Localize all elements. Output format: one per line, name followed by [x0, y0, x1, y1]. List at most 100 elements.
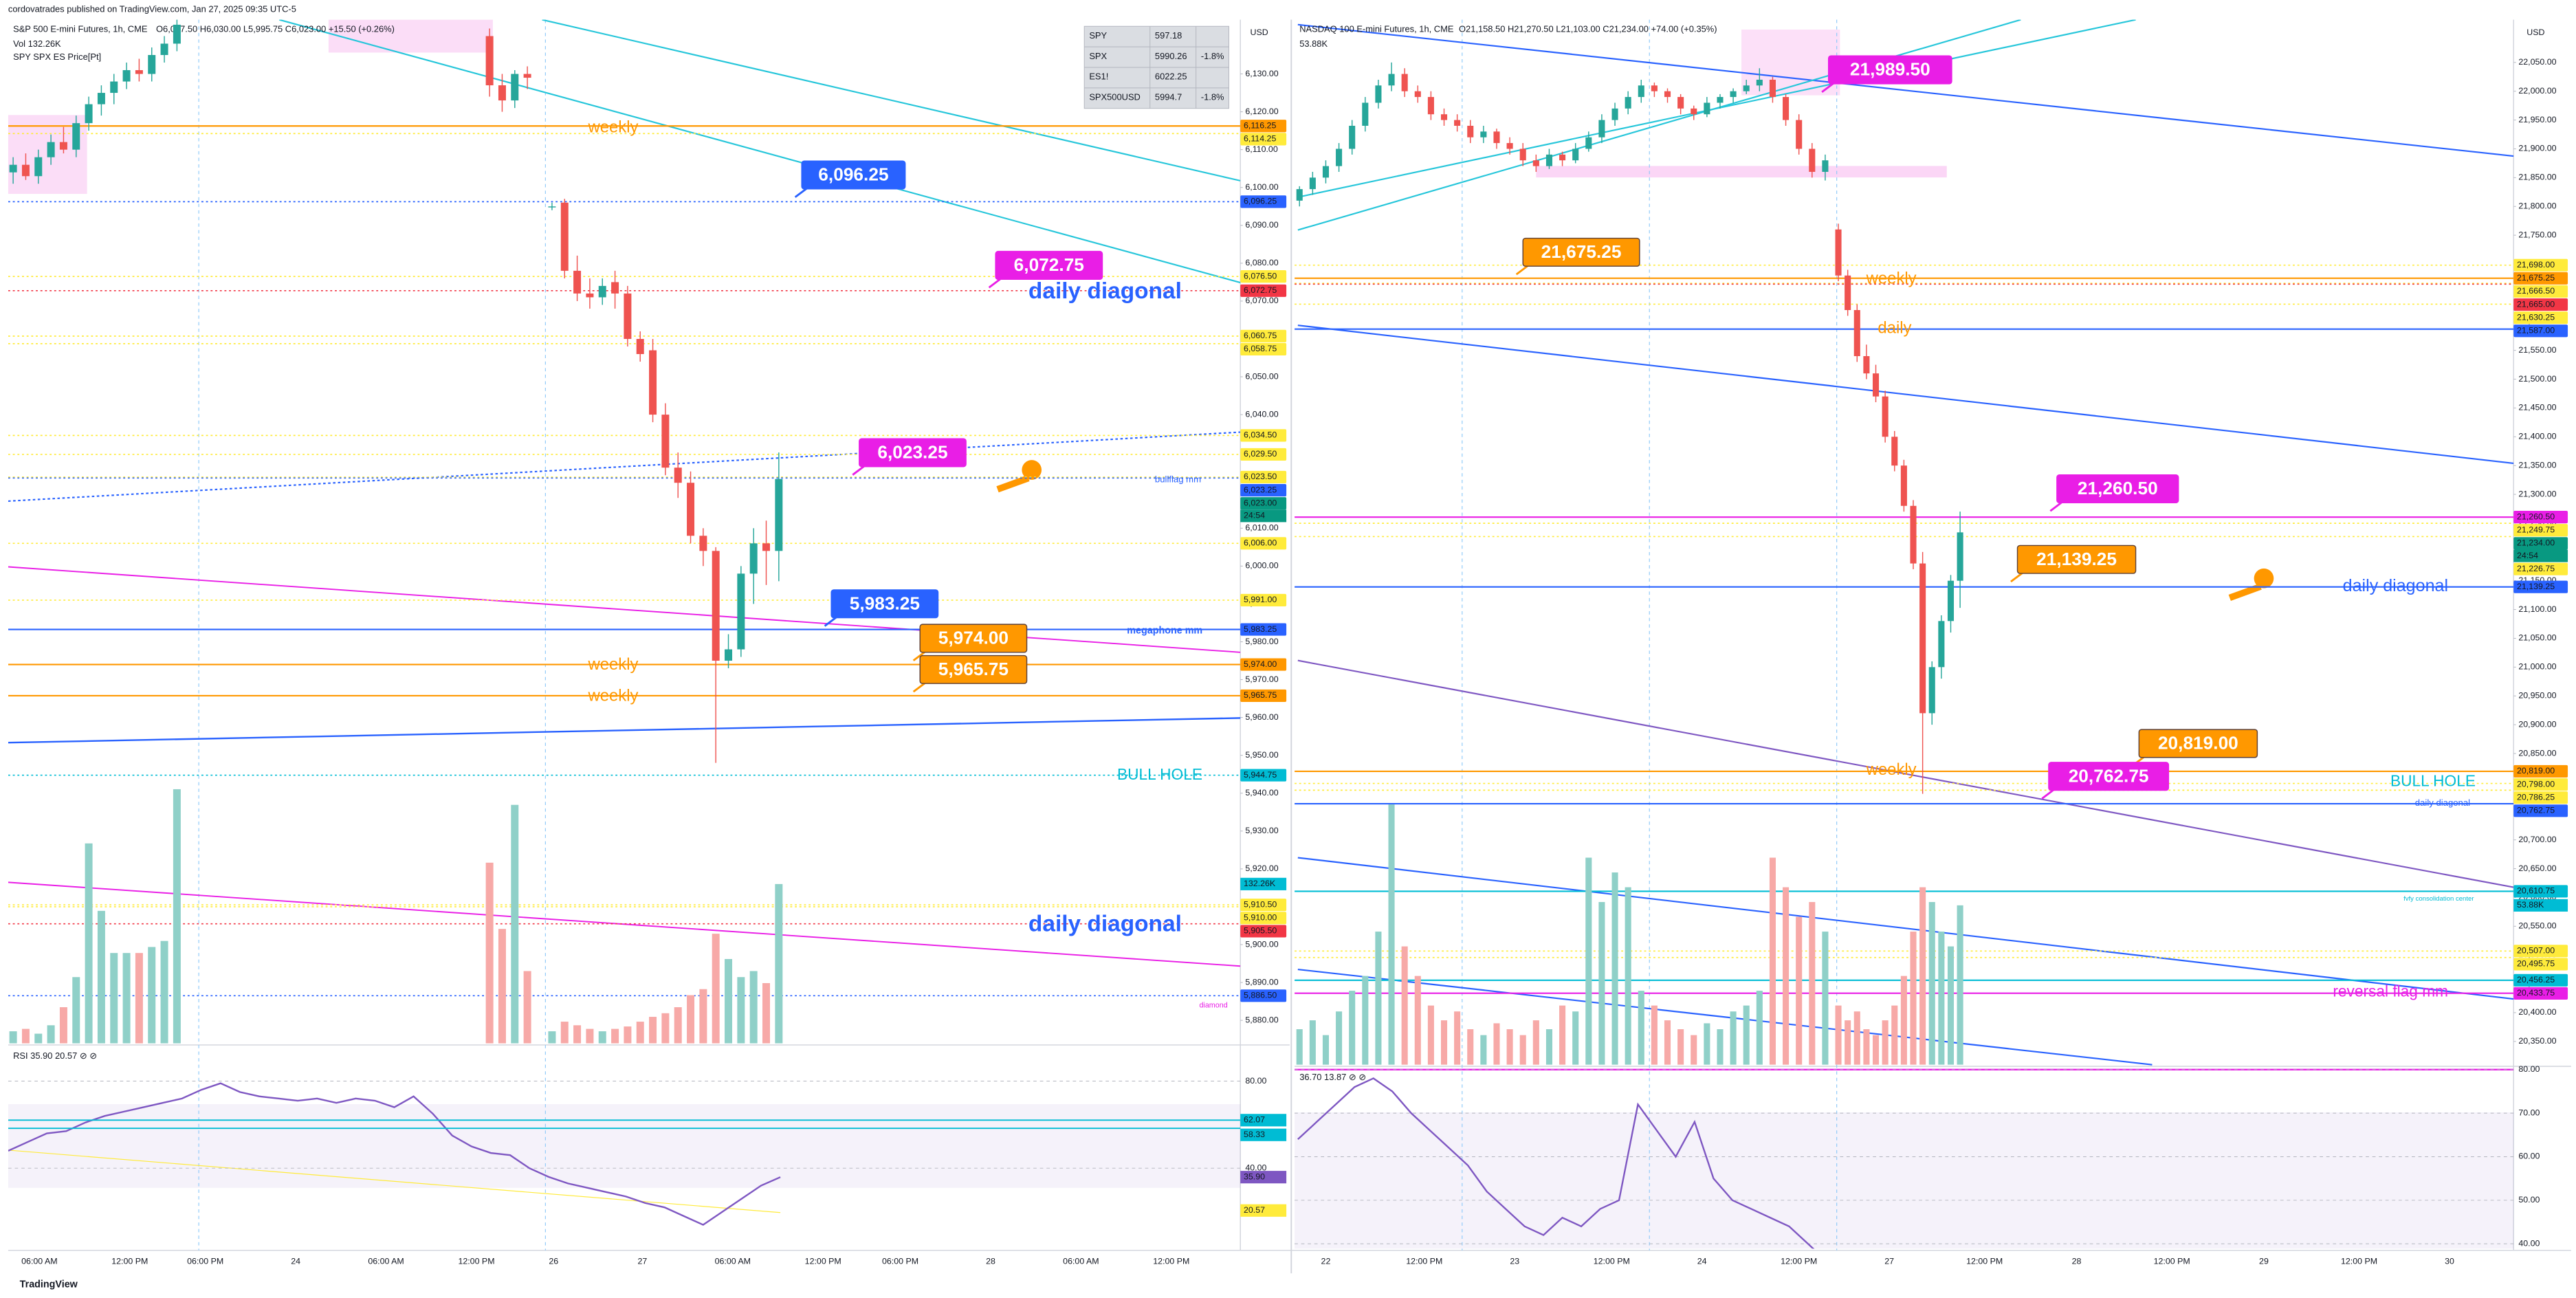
callout-label: 6,023.25 — [877, 442, 947, 463]
table-symbol: SPX500USD — [1089, 92, 1141, 102]
candle-body — [1743, 85, 1750, 91]
x-tick-label: 06:00 AM — [715, 1257, 751, 1266]
x-tick-label: 24 — [1697, 1257, 1707, 1266]
price-axis-label: 21,698.00 — [2517, 260, 2555, 270]
volume-bar — [699, 989, 707, 1044]
volume-bar — [548, 1031, 556, 1044]
volume-bar — [9, 1031, 17, 1044]
volume-bar — [1957, 905, 1963, 1065]
volume-bar — [485, 862, 494, 1044]
price-axis-box — [2513, 945, 2568, 958]
price-axis-label: 21,260.50 — [2517, 512, 2555, 521]
candle-body — [1769, 79, 1776, 98]
annotation: daily diagonal — [2415, 798, 2470, 808]
rsi-axis-label: 58.33 — [1244, 1130, 1265, 1139]
callout-box — [2016, 544, 2137, 574]
annotation: daily — [1878, 318, 1911, 337]
candle-body — [1691, 108, 1697, 115]
price-axis-label: 6,072.75 — [1244, 285, 1277, 295]
price-axis-label: 21,666.50 — [2517, 286, 2555, 296]
rsi-tick-label: 40.00 — [1245, 1163, 1266, 1172]
rsi-line — [8, 1082, 781, 1226]
y-tick-label: 6,110.00 — [1245, 144, 1277, 154]
annotation: fvfy consolidation center — [2403, 895, 2474, 903]
callout-label: 6,096.25 — [818, 164, 888, 185]
candle-body — [775, 478, 783, 551]
volume-bar — [1872, 1035, 1880, 1065]
candle-body — [1585, 137, 1592, 149]
table-price: 5994.7 — [1155, 92, 1182, 102]
candle-body — [1545, 154, 1552, 166]
price-axis-box — [2513, 298, 2568, 311]
volume-legend: Vol 132.26K — [13, 38, 61, 49]
volume-legend: 53.88K — [1299, 38, 1328, 49]
callout-box — [830, 589, 939, 619]
annotation: diamond — [1199, 1001, 1227, 1009]
candle-body — [636, 338, 644, 355]
y-tick-label: 21,000.00 — [2518, 662, 2556, 672]
candle-body — [1919, 563, 1926, 714]
volume-bar — [1947, 946, 1955, 1065]
volume-bar — [1845, 1020, 1851, 1065]
candle-body — [1891, 437, 1898, 466]
candle-body — [1730, 91, 1737, 98]
callout-label: 5,965.75 — [938, 659, 1009, 679]
price-axis-label: 6,029.50 — [1244, 449, 1277, 459]
price-axis-label: 5,905.50 — [1244, 926, 1277, 936]
price-axis-label: 6,023.50 — [1244, 472, 1277, 481]
y-tick-label: 5,950.00 — [1245, 750, 1278, 760]
annotation: weekly — [1866, 270, 1917, 288]
candle-body — [1309, 177, 1316, 190]
candle-body — [47, 142, 55, 157]
candle-body — [1296, 189, 1303, 201]
x-tick-label: 12:00 PM — [1966, 1257, 2003, 1266]
table-symbol: SPX — [1089, 51, 1107, 61]
volume-bar — [611, 1028, 619, 1044]
volume-bar — [59, 1007, 67, 1044]
price-axis-label: 21,139.25 — [2517, 582, 2555, 591]
volume-bar — [1532, 1020, 1539, 1065]
price-axis-label: 6,023.00 — [1244, 498, 1277, 507]
candle-body — [1532, 160, 1539, 166]
price-axis-box — [1240, 195, 1287, 208]
price-axis-label: 20,786.25 — [2517, 792, 2555, 802]
candle-body — [598, 285, 606, 298]
volume-bar — [1309, 1020, 1316, 1065]
annotation: daily diagonal — [1028, 911, 1182, 936]
volume-bar — [624, 1026, 632, 1044]
price-axis-label: 5,910.50 — [1244, 899, 1277, 909]
rsi-axis-box — [1240, 1204, 1287, 1217]
price-axis-label: 6,058.75 — [1244, 344, 1277, 353]
volume-bar — [1796, 916, 1803, 1065]
x-tick-label: 06:00 AM — [21, 1257, 57, 1266]
x-tick-label: 27 — [1884, 1257, 1894, 1266]
candle-body — [1401, 74, 1408, 91]
zone — [328, 19, 493, 53]
volume-bar — [1519, 1035, 1526, 1065]
candle-body — [1796, 120, 1803, 149]
volume-bar — [1938, 932, 1945, 1065]
candle-body — [59, 142, 67, 150]
candle-body — [148, 55, 156, 74]
x-tick-label: 06:00 PM — [882, 1257, 918, 1266]
candle-body — [573, 270, 582, 294]
candle-body — [1756, 79, 1763, 86]
price-axis-label: 21,234.00 — [2517, 538, 2555, 548]
rsi-band — [1295, 1112, 2514, 1249]
y-tick-label: 6,010.00 — [1245, 523, 1278, 533]
volume-bar — [1910, 932, 1917, 1065]
y-tick-label: 20,850.00 — [2518, 748, 2556, 758]
callout-label: 5,974.00 — [938, 628, 1009, 648]
countdown-label: 24:54 — [1244, 511, 1265, 520]
callout-label: 21,675.25 — [1541, 241, 1622, 262]
volume-bar — [498, 929, 506, 1044]
candle-body — [1336, 148, 1343, 166]
x-tick-label: 12:00 PM — [1153, 1257, 1189, 1266]
candle-body — [160, 43, 168, 56]
volume-bar — [775, 883, 783, 1044]
rsi-tick-label: 60.00 — [2518, 1152, 2540, 1161]
candle-body — [1625, 97, 1631, 109]
price-axis-box — [2513, 258, 2568, 272]
y-tick-label: 6,100.00 — [1245, 182, 1278, 192]
